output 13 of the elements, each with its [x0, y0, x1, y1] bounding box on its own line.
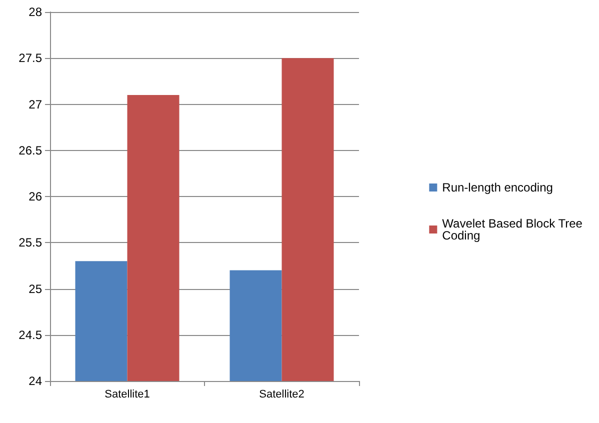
legend-label: Run-length encoding [442, 180, 553, 194]
y-tick-label: 24 [28, 374, 42, 388]
y-tick-label: 28 [28, 5, 42, 19]
y-tick-label: 26 [28, 190, 42, 204]
x-tick-label: Satellite2 [259, 388, 304, 400]
y-tick-label: 26.5 [18, 143, 42, 158]
y-tick-label: 24.5 [18, 328, 42, 342]
y-tick-label: 25.5 [18, 236, 42, 250]
y-tick-label: 25 [28, 282, 42, 296]
y-tick-label: 27 [28, 97, 42, 112]
legend-label: Wavelet Based Block Tree Coding [442, 216, 586, 242]
x-tick-label: Satellite1 [104, 388, 150, 400]
y-tick-label: 27.5 [18, 51, 42, 66]
